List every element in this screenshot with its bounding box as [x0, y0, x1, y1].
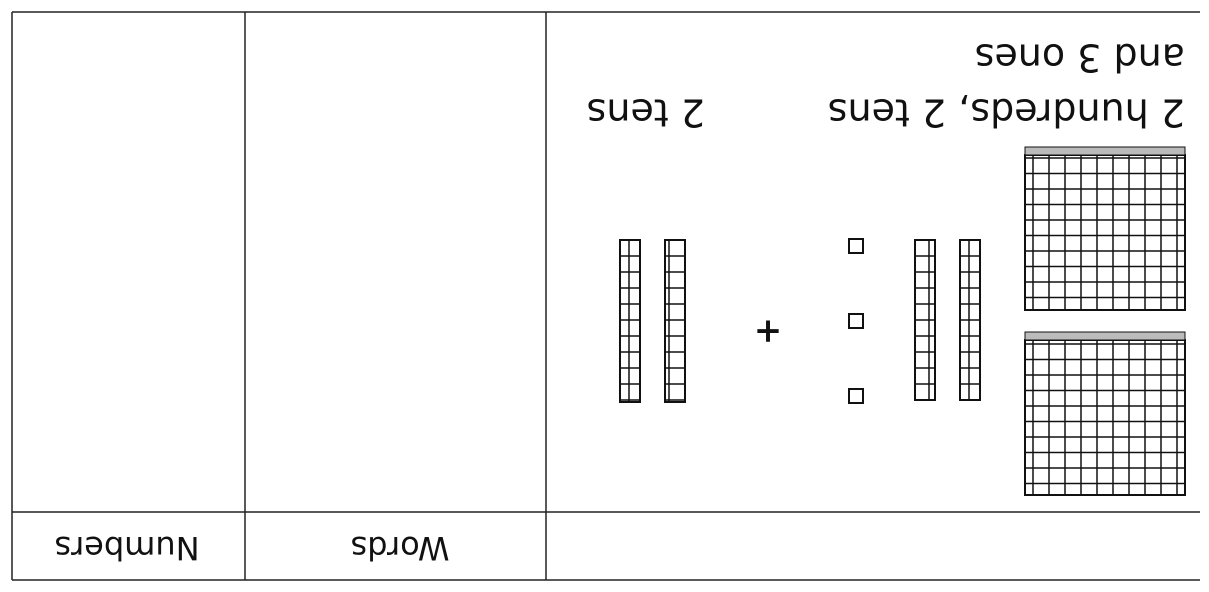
hundred-flat-edge — [1024, 146, 1186, 156]
description-line2: and 3 ones — [975, 36, 1185, 80]
description: 2 hundreds, 2 tens — [828, 91, 1185, 135]
one-cube — [848, 238, 864, 254]
addend-label: 2 tens — [587, 91, 705, 135]
one-cube — [848, 388, 864, 404]
hundred-flat — [1024, 154, 1186, 311]
header-words: Words — [351, 529, 450, 567]
plus-sign: + — [754, 312, 783, 352]
hundred-flat-edge — [1024, 331, 1186, 341]
ten-rod — [619, 239, 641, 403]
rotated-sheet: Words Numbers + 2 hundreds, 2 tens and 3… — [11, 11, 1200, 581]
header-numbers: Numbers — [54, 529, 199, 567]
ten-rod — [664, 239, 686, 403]
ten-rod — [914, 239, 936, 401]
one-cube — [848, 313, 864, 329]
hundred-flat — [1024, 339, 1186, 496]
ten-rod — [959, 239, 981, 401]
